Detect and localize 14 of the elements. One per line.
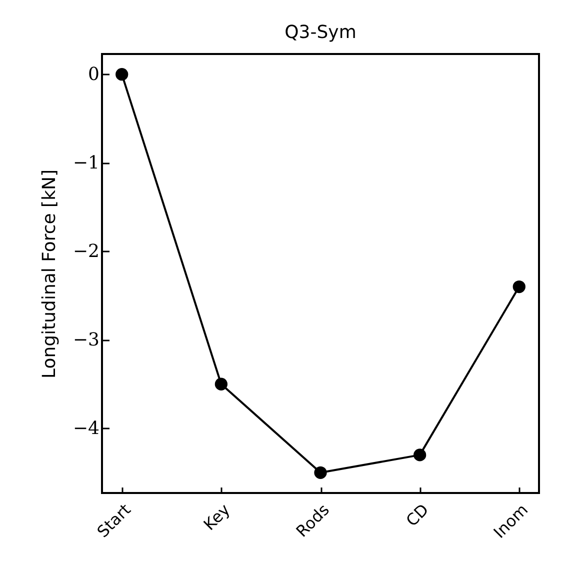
y-axis-title: Longitudinal Force [kN] [38, 170, 60, 378]
y-tick-label: 0 [88, 64, 100, 85]
y-tick-label: −2 [72, 240, 100, 262]
point [116, 68, 128, 81]
point [214, 378, 228, 390]
y-tick-label: −3 [72, 329, 100, 350]
y-tick-label: −1 [72, 152, 100, 174]
point [413, 448, 426, 462]
x-tick-label: Key [200, 500, 234, 534]
chart-title: Q3-Sym [284, 22, 356, 43]
y-tick-label: −4 [72, 418, 100, 439]
x-tick-label: CD [402, 500, 432, 530]
point [314, 466, 327, 479]
point [512, 280, 526, 294]
